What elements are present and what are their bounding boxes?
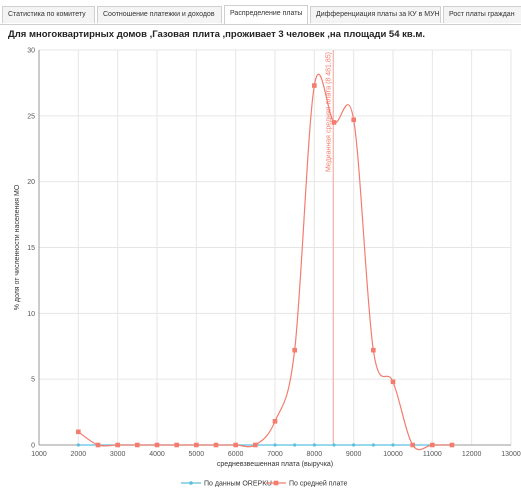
tab-bar: Статистика по комитету Соотношение плате… [0, 0, 521, 25]
data-point [351, 117, 356, 123]
chart-legend: По данным ОREPKU По средней плате [181, 480, 347, 488]
x-tick-label: 2000 [71, 451, 87, 458]
x-tick-label: 4000 [149, 451, 165, 458]
data-point [233, 442, 238, 448]
legend-marker [273, 480, 279, 486]
y-tick-label: 0 [31, 443, 35, 450]
legend-label: По данным ОREPKU [204, 481, 272, 488]
y-tick-label: 5 [31, 377, 35, 384]
tab-committee-stats[interactable]: Статистика по комитету [2, 6, 95, 23]
data-point [76, 443, 80, 447]
legend-item: По данным ОREPKU [181, 481, 272, 488]
data-point [449, 442, 455, 448]
x-axis-label: средневзвешенная плата (выручка) [217, 461, 333, 468]
data-point [253, 442, 258, 448]
y-tick-label: 30 [27, 48, 35, 55]
chart-grid [38, 49, 512, 446]
data-point [174, 442, 179, 448]
data-point [352, 443, 356, 447]
data-point [292, 347, 297, 353]
tab-payment-income-ratio[interactable]: Соотношение платежки и доходов [97, 6, 222, 23]
median-line-label: Медианная средняя плата (8 481,85) [325, 52, 332, 172]
tab-ku-differentiation[interactable]: Дифференциация платы за КУ в МУН [310, 6, 441, 23]
x-tick-label: 11000 [423, 451, 442, 458]
y-tick-label: 25 [27, 113, 35, 120]
x-tick-label: 13000 [501, 451, 521, 458]
data-point [115, 442, 120, 448]
data-point [371, 347, 376, 353]
y-axis-ticks: 0 5 10 15 20 25 30 [27, 48, 35, 450]
data-point [410, 442, 415, 448]
legend-label: По средней плате [289, 480, 347, 488]
data-point [213, 442, 219, 448]
data-point [390, 379, 396, 385]
y-tick-label: 15 [27, 245, 35, 252]
chart-series [76, 73, 455, 451]
data-point [430, 442, 435, 448]
series-line-1 [77, 73, 452, 451]
data-point [331, 120, 337, 125]
distribution-chart: 1000 2000 3000 4000 5000 6000 7000 8000 9000 1000… [14, 48, 521, 488]
data-point [154, 442, 160, 448]
x-tick-label: 8000 [307, 451, 323, 458]
data-point [194, 442, 199, 448]
y-tick-label: 10 [27, 311, 35, 318]
data-point [312, 443, 316, 447]
x-tick-label: 5000 [189, 451, 205, 458]
tab-citizen-payment-growth[interactable]: Рост платы граждан [443, 6, 521, 23]
y-tick-label: 20 [27, 179, 35, 186]
data-point [272, 419, 278, 424]
x-tick-label: 3000 [110, 451, 126, 458]
data-point [135, 442, 140, 448]
x-tick-label: 7000 [267, 451, 283, 458]
x-tick-label: 10000 [383, 451, 403, 458]
data-point [332, 443, 336, 447]
data-point [293, 443, 297, 447]
y-axis-label: % доля от численности населения МО [14, 184, 21, 310]
x-tick-label: 6000 [228, 451, 244, 458]
data-point [95, 442, 101, 448]
page-title: Для многоквартирных домов ,Газовая плита… [8, 29, 426, 40]
median-line-group: Медианная средняя плата (8 481,85) [325, 50, 334, 445]
x-tick-label: 12000 [462, 451, 482, 458]
legend-item: По средней плате [266, 480, 347, 488]
data-point [312, 83, 317, 88]
x-axis-ticks: 1000 2000 3000 4000 5000 6000 7000 8000 9000 1000… [31, 451, 521, 458]
data-point [76, 429, 81, 435]
tab-payment-distribution[interactable]: Распределение платы [224, 5, 308, 24]
data-point [273, 443, 277, 447]
x-tick-label: 9000 [346, 451, 362, 458]
x-tick-label: 1000 [31, 451, 47, 458]
data-point [391, 443, 395, 447]
data-point [371, 443, 375, 447]
legend-marker [189, 481, 193, 485]
